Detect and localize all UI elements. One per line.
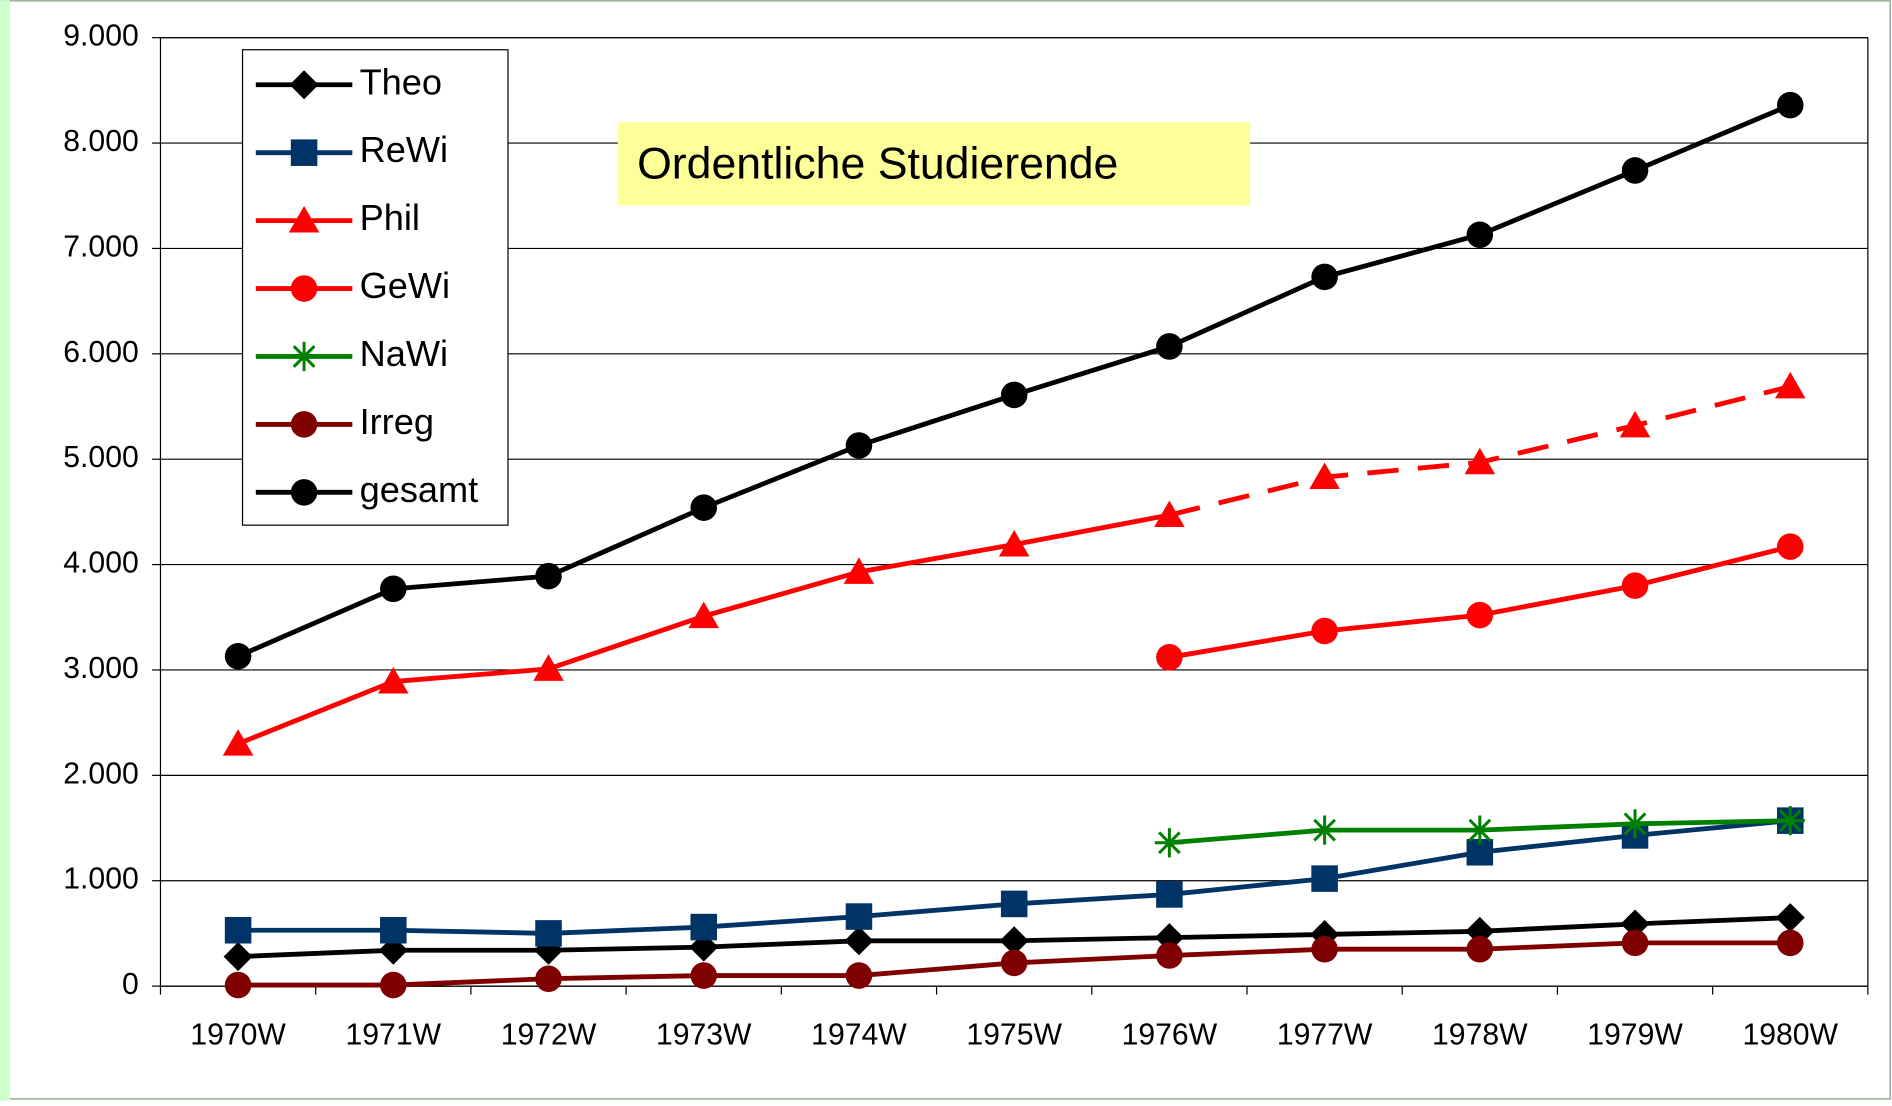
marker: [535, 965, 562, 992]
y-tick-label: 2.000: [63, 757, 138, 790]
marker: [1000, 381, 1028, 409]
marker: [690, 962, 718, 989]
marker: [1466, 221, 1494, 249]
marker: [535, 920, 562, 947]
marker: [1311, 865, 1338, 892]
legend-label: GeWi: [360, 265, 450, 306]
marker: [533, 654, 564, 681]
x-tick-label: 1971W: [346, 1019, 442, 1052]
marker: [844, 926, 874, 956]
marker: [1774, 371, 1806, 399]
marker: [224, 971, 252, 999]
legend-label: ReWi: [360, 129, 448, 170]
marker: [1311, 263, 1338, 291]
marker: [290, 411, 318, 438]
marker: [1156, 333, 1183, 360]
marker: [289, 341, 319, 372]
marker: [1311, 617, 1338, 645]
marker: [223, 942, 253, 972]
y-tick-label: 7.000: [63, 230, 138, 263]
marker: [1465, 815, 1495, 845]
marker: [1775, 903, 1805, 933]
marker: [1000, 890, 1028, 918]
frame-strip: [0, 0, 10, 1101]
marker: [380, 916, 407, 944]
y-tick-label: 0: [122, 968, 139, 1001]
y-tick-label: 6.000: [63, 336, 138, 369]
marker: [998, 529, 1030, 557]
x-tick-label: 1974W: [811, 1019, 907, 1052]
x-tick-label: 1980W: [1742, 1019, 1838, 1052]
marker: [290, 275, 318, 302]
x-tick-label: 1979W: [1587, 1019, 1683, 1052]
legend-label: Irreg: [360, 401, 434, 442]
marker: [1776, 929, 1804, 957]
marker: [1621, 929, 1649, 957]
y-tick-label: 4.000: [63, 547, 138, 580]
x-tick-label: 1972W: [501, 1019, 597, 1052]
marker: [1310, 815, 1340, 845]
marker: [380, 971, 407, 999]
marker: [1156, 942, 1183, 969]
marker: [222, 729, 254, 756]
marker: [1775, 806, 1805, 836]
y-tick-label: 8.000: [63, 125, 138, 158]
marker: [290, 479, 318, 506]
marker: [1154, 500, 1185, 527]
x-tick-label: 1977W: [1277, 1019, 1373, 1052]
marker: [1619, 410, 1651, 438]
marker: [378, 666, 409, 694]
marker: [690, 494, 718, 521]
marker: [1156, 644, 1183, 671]
marker: [845, 962, 873, 989]
marker: [290, 139, 318, 166]
marker: [845, 432, 873, 459]
y-tick-label: 9.000: [63, 20, 138, 53]
marker: [1776, 533, 1804, 560]
marker: [224, 916, 252, 944]
marker: [288, 206, 320, 233]
x-tick-label: 1976W: [1122, 1019, 1218, 1052]
marker: [1621, 157, 1649, 184]
marker: [1620, 809, 1650, 839]
marker: [380, 575, 407, 603]
legend-label: NaWi: [360, 333, 448, 374]
y-tick-label: 3.000: [63, 652, 138, 685]
marker: [1311, 935, 1338, 963]
marker: [1776, 91, 1804, 119]
marker: [690, 913, 718, 941]
marker: [289, 70, 319, 100]
legend-label: gesamt: [360, 469, 479, 510]
y-tick-label: 1.000: [63, 863, 138, 896]
x-tick-label: 1975W: [966, 1019, 1062, 1052]
legend-label: Theo: [360, 61, 442, 102]
marker: [1309, 462, 1340, 490]
marker: [1621, 572, 1649, 599]
marker: [1620, 909, 1650, 939]
x-tick-label: 1970W: [190, 1019, 286, 1052]
annotation-box: [617, 122, 1251, 206]
marker: [1466, 601, 1494, 629]
marker: [1466, 935, 1494, 963]
annotation: Ordentliche Studierende: [637, 140, 1118, 189]
marker: [1156, 881, 1183, 908]
marker: [1154, 828, 1184, 858]
marker: [1000, 949, 1028, 977]
marker: [845, 903, 873, 930]
marker: [688, 601, 720, 629]
y-tick-label: 5.000: [63, 441, 138, 474]
marker: [1464, 447, 1496, 475]
x-tick-label: 1973W: [656, 1019, 752, 1052]
x-tick-label: 1978W: [1432, 1019, 1528, 1052]
marker: [535, 562, 562, 590]
marker: [843, 557, 875, 584]
legend-label: Phil: [360, 197, 420, 238]
marker: [999, 926, 1029, 956]
marker: [224, 642, 252, 670]
